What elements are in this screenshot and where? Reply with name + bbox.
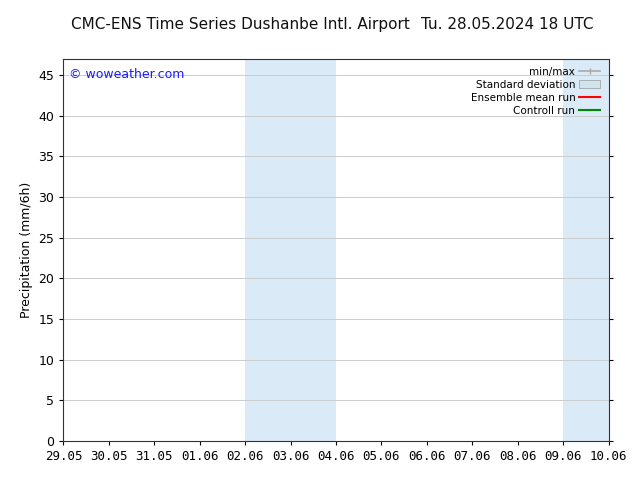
Text: Tu. 28.05.2024 18 UTC: Tu. 28.05.2024 18 UTC bbox=[421, 17, 593, 32]
Text: CMC-ENS Time Series Dushanbe Intl. Airport: CMC-ENS Time Series Dushanbe Intl. Airpo… bbox=[72, 17, 410, 32]
Bar bbox=[563, 59, 634, 441]
Text: © woweather.com: © woweather.com bbox=[69, 69, 184, 81]
Bar bbox=[245, 59, 336, 441]
Y-axis label: Precipitation (mm/6h): Precipitation (mm/6h) bbox=[20, 182, 33, 318]
Legend: min/max, Standard deviation, Ensemble mean run, Controll run: min/max, Standard deviation, Ensemble me… bbox=[467, 64, 604, 119]
